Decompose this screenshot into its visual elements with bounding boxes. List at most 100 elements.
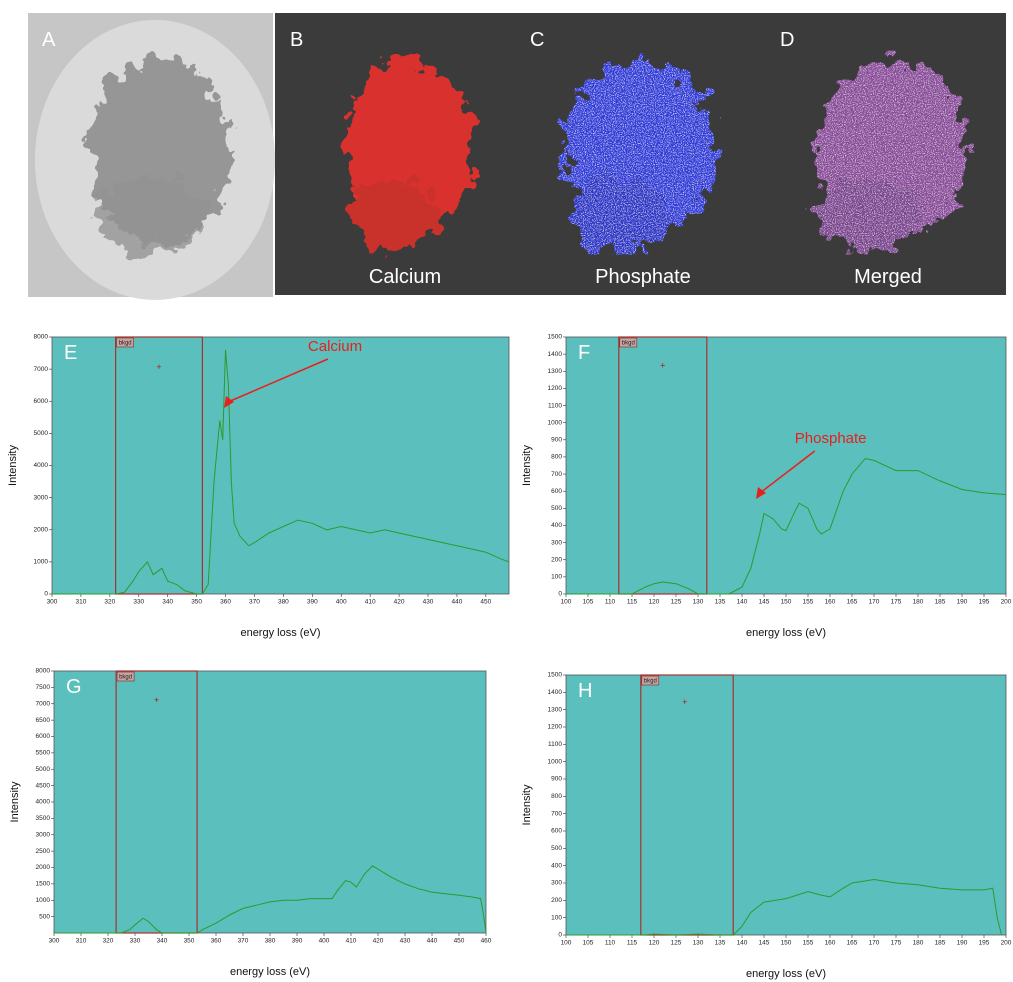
x-tick-label: 195 [979, 940, 990, 947]
x-tick-label: 410 [365, 599, 376, 606]
y-axis-label: Intensity [9, 781, 21, 822]
y-tick-label: 700 [551, 471, 562, 478]
x-tick-label: 370 [249, 599, 260, 606]
x-tick-label: 175 [891, 599, 902, 606]
x-tick-label: 185 [935, 940, 946, 947]
y-tick-label: 3000 [34, 494, 49, 501]
marker: + [682, 697, 687, 707]
background-window [115, 670, 198, 934]
y-tick-label: 600 [551, 828, 562, 835]
spectrum-line [566, 878, 1003, 936]
y-tick-label: 100 [551, 574, 562, 581]
x-tick-label: 115 [627, 940, 638, 947]
x-tick-label: 330 [130, 938, 141, 945]
x-tick-label: 420 [394, 599, 405, 606]
x-tick-label: 320 [104, 599, 115, 606]
y-tick-label: 800 [551, 793, 562, 800]
annotation-arrow [227, 358, 329, 403]
spectrum-line [52, 349, 510, 595]
x-tick-label: 165 [847, 940, 858, 947]
x-tick-label: 100 [561, 940, 572, 947]
annotation-arrow [759, 450, 816, 494]
x-tick-label: 125 [671, 599, 682, 606]
y-tick-label: 200 [551, 556, 562, 563]
y-tick-label: 5000 [36, 766, 51, 773]
window-label: bkgd [622, 341, 635, 347]
x-tick-label: 150 [781, 940, 792, 947]
y-tick-label: 7000 [36, 700, 51, 707]
x-tick-label: 140 [737, 599, 748, 606]
x-tick-label: 350 [191, 599, 202, 606]
y-tick-label: 500 [551, 505, 562, 512]
y-tick-label: 1100 [548, 402, 562, 409]
window-label: bkgd [119, 341, 132, 347]
x-tick-label: 380 [278, 599, 289, 606]
x-tick-label: 460 [481, 938, 492, 945]
panel-label: Calcium [369, 266, 441, 288]
x-tick-label: 180 [913, 940, 924, 947]
x-tick-label: 150 [781, 599, 792, 606]
x-tick-label: 390 [307, 599, 318, 606]
x-tick-label: 340 [162, 599, 173, 606]
x-tick-label: 125 [671, 940, 682, 947]
y-tick-label: 5000 [34, 430, 49, 437]
panel-label: Merged [854, 266, 922, 288]
window-tag [641, 675, 660, 686]
x-tick-label: 175 [891, 940, 902, 947]
y-tick-label: 6000 [34, 398, 49, 405]
x-tick-label: 165 [847, 599, 858, 606]
x-tick-label: 440 [427, 938, 438, 945]
spectrum-chart: 0 1000 2000 3000 4000 5000 6000 7000 8000 300 310 3… [7, 334, 510, 639]
x-tick-label: 360 [220, 599, 231, 606]
y-tick-label: 2000 [36, 864, 51, 871]
window-tag [619, 337, 638, 348]
x-tick-label: 130 [693, 940, 704, 947]
x-tick-label: 310 [76, 938, 87, 945]
y-tick-label: 400 [551, 862, 562, 869]
y-tick-label: 6000 [36, 733, 51, 740]
y-tick-label: 800 [551, 454, 562, 461]
panel-letter: E [64, 342, 77, 364]
x-tick-label: 160 [825, 599, 836, 606]
x-axis-label: energy loss (eV) [230, 966, 310, 978]
y-tick-label: 4000 [36, 799, 51, 806]
x-tick-label: 190 [957, 599, 968, 606]
y-tick-label: 4500 [36, 782, 51, 789]
y-tick-label: 1200 [548, 385, 563, 392]
x-tick-label: 400 [336, 599, 347, 606]
y-tick-label: 1500 [36, 881, 51, 888]
y-tick-label: 7500 [36, 684, 51, 691]
x-tick-label: 320 [103, 938, 114, 945]
panel-letter: H [578, 680, 592, 702]
y-tick-label: 1000 [36, 897, 51, 904]
y-tick-label: 5500 [36, 750, 51, 757]
y-tick-label: 0 [558, 591, 562, 598]
window-tag [116, 671, 135, 682]
y-tick-label: 0 [558, 932, 562, 939]
x-tick-label: 200 [1001, 599, 1012, 606]
annotation: Phosphate [795, 430, 867, 447]
y-tick-label: 3500 [36, 815, 51, 822]
y-tick-label: 300 [551, 539, 562, 546]
y-tick-label: 1500 [548, 334, 563, 341]
x-tick-label: 450 [454, 938, 465, 945]
x-tick-label: 160 [825, 940, 836, 947]
x-tick-label: 300 [49, 938, 60, 945]
y-tick-label: 600 [551, 488, 562, 495]
y-tick-label: 100 [551, 914, 562, 921]
spectrum-chart: 0100200300400500600700800900100011001200… [521, 672, 1012, 980]
x-tick-label: 410 [346, 938, 357, 945]
x-tick-label: 360 [211, 938, 222, 945]
spectrum-chart: 500 1000 1500 2000 2500 3000 3500 4000 4500 5000 5… [9, 668, 492, 978]
y-tick-label: 1000 [548, 758, 563, 765]
panel-letter: B [290, 29, 303, 51]
y-tick-label: 6500 [36, 717, 51, 724]
y-tick-label: 500 [551, 845, 562, 852]
y-tick-label: 1000 [34, 559, 49, 566]
panel-letter: D [780, 29, 794, 51]
x-tick-label: 145 [759, 599, 770, 606]
x-tick-label: 155 [803, 599, 814, 606]
marker: + [156, 362, 161, 372]
panel-letter: C [530, 29, 544, 51]
x-tick-label: 100 [561, 599, 572, 606]
